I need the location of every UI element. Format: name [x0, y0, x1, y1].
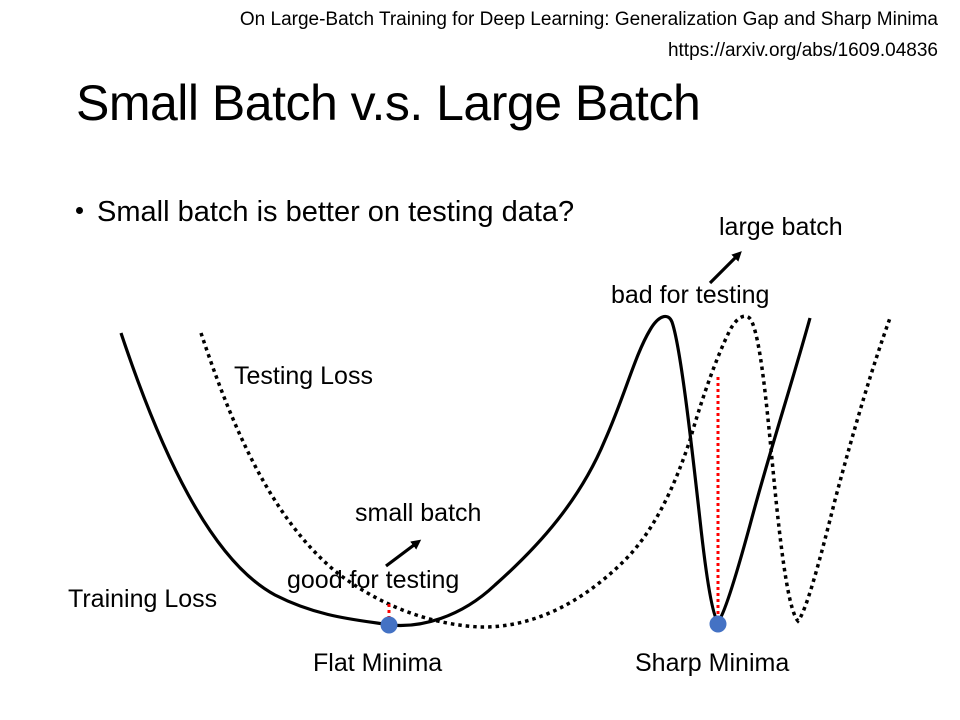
- testing-loss-label: Testing Loss: [234, 362, 373, 390]
- slide-title: Small Batch v.s. Large Batch: [76, 75, 701, 131]
- large-batch-label: large batch: [719, 213, 843, 241]
- bad-for-testing-label: bad for testing: [611, 281, 770, 309]
- flat-minima-label: Flat Minima: [313, 649, 443, 677]
- reference-paper-title: On Large-Batch Training for Deep Learnin…: [239, 9, 938, 30]
- small-batch-label: small batch: [355, 499, 482, 527]
- sharp-minima-label: Sharp Minima: [635, 649, 790, 677]
- bullet-text: Small batch is better on testing data?: [97, 196, 575, 228]
- small-batch-arrow-icon: [385, 539, 422, 568]
- large-batch-arrow-icon: [708, 251, 742, 285]
- bullet-icon: [76, 206, 83, 214]
- training-loss-curve: [119, 314, 812, 628]
- bullet-point: Small batch is better on testing data?: [76, 196, 574, 229]
- sharp-minima-marker: [709, 615, 727, 633]
- reference-url[interactable]: https://arxiv.org/abs/1609.04836: [667, 40, 938, 61]
- good-for-testing-label: good for testing: [287, 566, 460, 594]
- flat-minima-marker: [380, 616, 398, 634]
- training-loss-label: Training Loss: [68, 585, 218, 613]
